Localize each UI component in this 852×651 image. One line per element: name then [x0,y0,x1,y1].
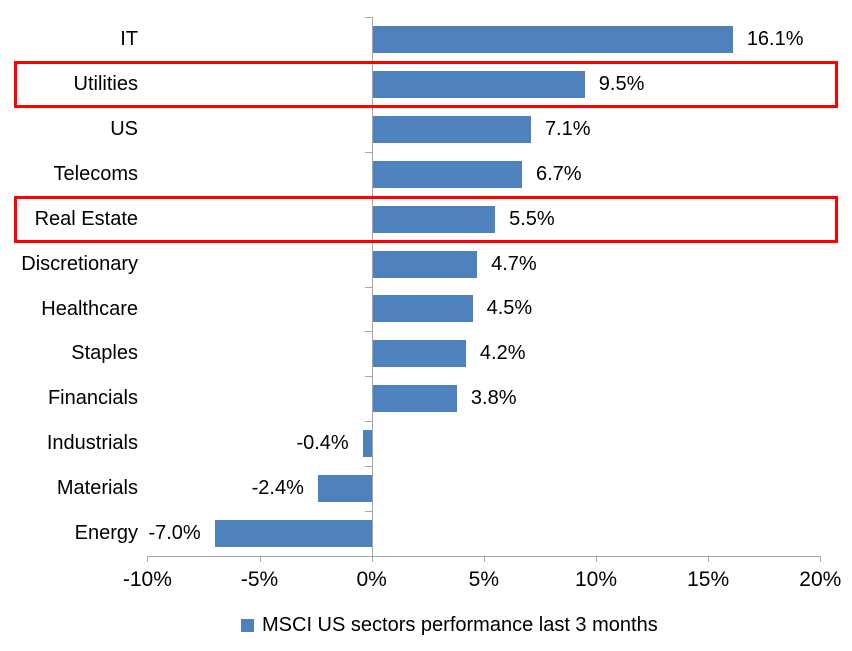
highlight-box-utilities [14,60,838,108]
category-tick [364,511,372,513]
x-axis-tick [708,556,710,562]
bar-telecoms [371,160,522,188]
bar-financials [371,385,457,413]
category-tick [364,376,372,378]
x-axis-tick-label: 10% [574,568,618,591]
category-label-staples: Staples [71,342,138,365]
value-label-materials: -2.4% [251,477,304,500]
category-label-healthcare: Healthcare [41,297,138,320]
category-tick [364,466,372,468]
category-label-real-estate: Real Estate [34,207,138,230]
value-label-industrials: -0.4% [296,432,349,455]
x-axis-tick [820,556,822,562]
bar-discretionary [371,250,478,278]
value-label-it: 16.1% [746,27,804,50]
bar-industrials [362,430,372,458]
category-label-utilities: Utilities [73,72,138,95]
x-axis-tick-label: 20% [799,568,842,591]
x-axis-tick [371,556,373,562]
value-label-discretionary: 4.7% [491,252,537,275]
category-label-telecoms: Telecoms [53,162,138,185]
bar-it [371,25,733,53]
category-label-financials: Financials [47,387,138,410]
category-label-energy: Energy [74,522,138,545]
bar-real-estate [371,205,496,233]
highlight-box-real-estate [14,195,838,243]
value-label-staples: 4.2% [479,342,526,365]
x-axis-tick-label: 5% [468,568,500,591]
category-tick [364,17,372,18]
legend: MSCI US sectors performance last 3 month… [241,611,658,639]
value-label-healthcare: 4.5% [486,297,533,320]
category-tick [364,331,372,333]
value-label-financials: 3.8% [470,387,517,410]
bar-utilities [371,70,585,98]
x-axis-tick [147,556,149,562]
x-axis-tick-label: -5% [240,568,279,591]
x-axis-line [147,556,821,557]
category-tick [364,286,372,288]
category-tick [364,421,372,423]
bar-staples [371,340,466,368]
x-axis-tick [596,556,597,562]
category-label-it: IT [120,28,138,50]
category-label-industrials: Industrials [46,432,138,455]
legend-label: MSCI US sectors performance last 3 month… [262,613,658,636]
x-axis-tick [483,556,485,562]
category-label-discretionary: Discretionary [21,252,138,275]
value-label-telecoms: 6.7% [535,162,582,185]
x-axis-tick-label: -10% [122,568,172,591]
value-label-energy: -7.0% [148,522,201,545]
bar-us [371,115,531,143]
bar-materials [317,475,372,503]
value-label-real-estate: 5.5% [509,207,555,230]
legend-swatch-icon [241,618,254,632]
x-axis-tick-label: 0% [356,568,387,591]
bar-healthcare [371,295,473,323]
x-axis-tick [259,556,261,562]
value-label-us: 7.1% [544,117,591,140]
x-axis-tick-label: 15% [687,568,730,591]
value-label-utilities: 9.5% [598,72,645,95]
y-axis-line [371,17,373,556]
category-tick [364,151,372,153]
category-label-materials: Materials [56,477,138,500]
category-label-us: US [110,117,138,140]
bar-energy [214,520,372,548]
